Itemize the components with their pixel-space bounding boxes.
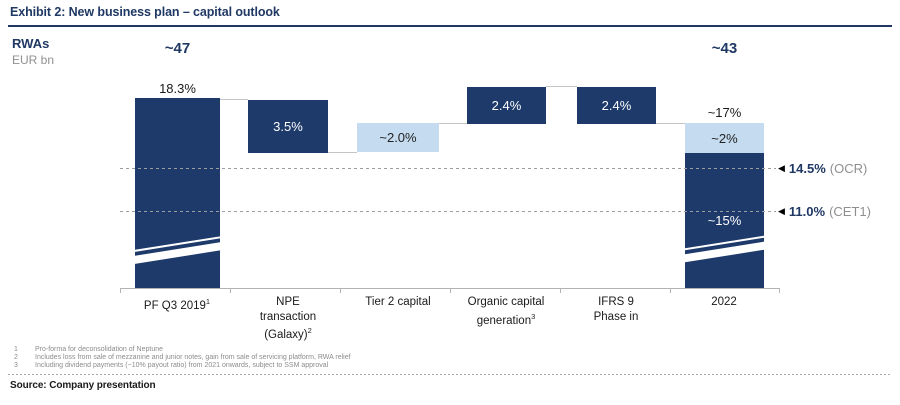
category-text: 2022 xyxy=(711,296,737,308)
footnote-text: Includes loss from sale of mezzanine and… xyxy=(35,353,351,361)
ref-label-cet1: ◀ 11.0% (CET1) xyxy=(778,204,871,219)
category-text: PF Q3 2019 xyxy=(143,299,206,312)
bar-label-ifrs9: 2.4% xyxy=(601,98,632,113)
bar-label-organic: 2.4% xyxy=(491,98,522,113)
source-separator xyxy=(8,374,892,375)
x-axis-tick xyxy=(450,288,451,293)
footnote-2: 2 Includes loss from sale of mezzanine a… xyxy=(14,354,351,362)
x-axis-tick xyxy=(340,288,341,293)
bar-label-2022-tier2: ~2% xyxy=(711,130,738,146)
y-axis-unit: EUR bn xyxy=(12,53,55,67)
footnote-text: Pro-forma for deconsolidation of Neptune xyxy=(35,346,164,353)
footnote-text: Including dividend payments (~10% payout… xyxy=(35,361,329,369)
category-2022: 2022 xyxy=(667,295,781,310)
connector-3 xyxy=(439,123,467,124)
category-npe-transaction: NPE transaction (Galaxy)2 xyxy=(231,295,345,342)
connector-5 xyxy=(656,123,685,124)
bar-label-tier2: ~2.0% xyxy=(379,130,417,145)
category-text: IFRS 9 xyxy=(598,296,634,308)
bar-2022-cet1-segment: ~15% xyxy=(685,153,764,288)
footnote-number: 1 xyxy=(14,346,18,353)
ref-value-ocr: 14.5% xyxy=(788,161,826,176)
category-text: transaction xyxy=(259,310,317,323)
footnote-ref: 2 xyxy=(307,326,312,335)
bar-tier2-capital: ~2.0% xyxy=(357,123,439,152)
category-text: Phase in xyxy=(593,310,639,323)
category-text: generation3 xyxy=(476,311,536,327)
bar-npe-transaction: 3.5% xyxy=(248,100,328,153)
left-arrow-icon: ◀ xyxy=(778,206,785,216)
category-text: NPE xyxy=(276,296,300,308)
connector-2 xyxy=(328,152,357,153)
category-tier2-capital: Tier 2 capital xyxy=(341,295,455,310)
ref-line-ocr xyxy=(120,168,776,169)
footnote-number: 2 xyxy=(14,353,18,361)
bar-2022-stack: ~2% ~15% xyxy=(685,123,764,288)
category-ifrs9: IFRS 9 Phase in xyxy=(559,295,673,324)
x-axis-tick xyxy=(120,288,121,293)
footnote-3: 3 Including dividend payments (~10% payo… xyxy=(14,362,351,370)
x-axis-tick xyxy=(779,288,780,293)
bar-label-2022-total: ~17% xyxy=(707,105,742,120)
rwa-total-start: ~47 xyxy=(164,40,191,57)
category-pf-q3-2019: PF Q3 20191 xyxy=(120,295,234,313)
category-organic-capital: Organic capital generation3 xyxy=(449,295,563,328)
x-axis-tick xyxy=(670,288,671,293)
source-line: Source: Company presentation xyxy=(10,380,156,391)
bar-label-pf-q3-2019: 18.3% xyxy=(159,81,196,96)
x-axis-tick xyxy=(560,288,561,293)
ref-name-cet1: (CET1) xyxy=(829,204,871,219)
connector-1 xyxy=(220,99,248,100)
x-axis-tick xyxy=(230,288,231,293)
footnotes: 1 Pro-forma for deconsolidation of Neptu… xyxy=(14,346,351,369)
category-text: (Galaxy)2 xyxy=(264,326,312,341)
footnote-ref: 1 xyxy=(205,297,211,306)
connector-4 xyxy=(546,86,577,87)
rwa-total-end: ~43 xyxy=(711,40,738,57)
left-arrow-icon: ◀ xyxy=(778,163,785,173)
bar-label-npe: 3.5% xyxy=(273,119,303,134)
ref-label-ocr: ◀ 14.5% (OCR) xyxy=(778,161,867,176)
category-text: Tier 2 capital xyxy=(365,296,431,308)
footnote-number: 3 xyxy=(14,361,18,369)
bar-pf-q3-2019 xyxy=(135,98,220,288)
bar-organic-capital: 2.4% xyxy=(467,87,546,124)
exhibit-title: Exhibit 2: New business plan – capital o… xyxy=(10,5,280,19)
y-axis-title: RWAs xyxy=(12,36,50,51)
bar-2022-tier2-segment: ~2% xyxy=(685,123,764,153)
category-text: Organic capital xyxy=(467,296,545,308)
bar-ifrs9-phase-in: 2.4% xyxy=(577,87,656,124)
ref-value-cet1: 11.0% xyxy=(788,204,826,219)
footnote-1: 1 Pro-forma for deconsolidation of Neptu… xyxy=(14,346,351,354)
ref-line-cet1 xyxy=(120,211,776,212)
title-rule xyxy=(8,25,892,27)
bar-label-2022-cet1: ~15% xyxy=(707,213,742,228)
ref-name-ocr: (OCR) xyxy=(829,161,868,176)
footnote-ref: 3 xyxy=(531,311,536,321)
